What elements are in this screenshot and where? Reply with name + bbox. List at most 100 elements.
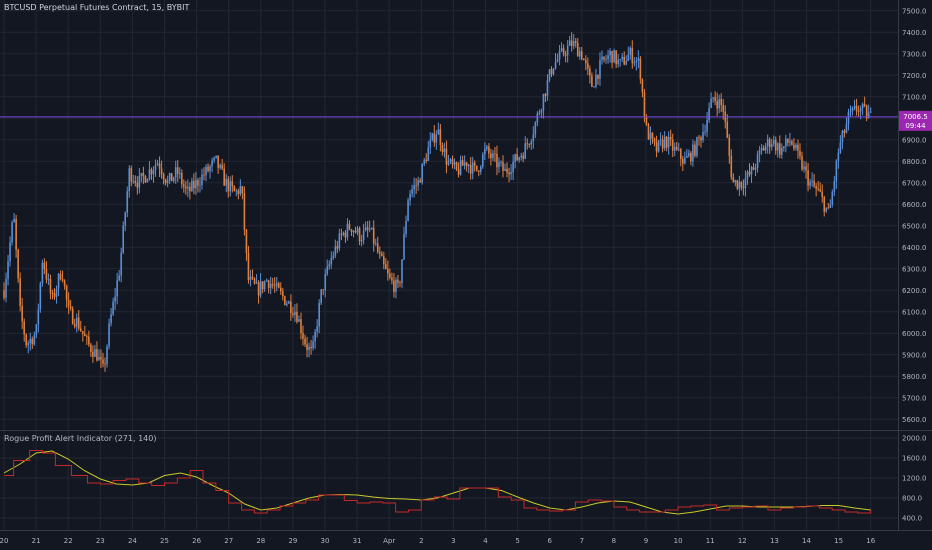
candle-body (843, 130, 846, 133)
candle-body (799, 150, 801, 157)
candle-body (508, 172, 510, 175)
candle-body (3, 290, 5, 298)
candle-body (627, 54, 630, 62)
candle-body (488, 146, 490, 154)
candle-body (625, 61, 628, 65)
candle-body (116, 280, 118, 297)
candle-body (207, 166, 209, 171)
candle-body (706, 119, 708, 132)
candle-body (142, 172, 145, 177)
candle-body (528, 144, 531, 145)
candle-body (306, 344, 308, 350)
price-tick-label: 6900.0 (902, 136, 927, 144)
time-tick-label: 15 (834, 537, 843, 545)
candle-body (576, 42, 579, 57)
time-tick-label: 22 (64, 537, 73, 545)
candle-body (663, 136, 666, 149)
candle-body (120, 252, 122, 276)
candle-body (346, 223, 349, 238)
candle-body (21, 305, 23, 322)
candle-body (104, 363, 106, 365)
candle-body (227, 178, 230, 192)
time-tick-label: 10 (674, 537, 683, 545)
candle-body (286, 303, 288, 305)
candle-body (526, 143, 529, 145)
candle-body (328, 264, 331, 267)
indicator-tick-label: 800.0 (902, 495, 922, 503)
candle-body (27, 343, 30, 346)
candle-body (783, 146, 785, 148)
candle-body (96, 349, 98, 361)
candle-body (403, 233, 405, 260)
candle-body (164, 179, 167, 184)
candle-body (439, 129, 442, 145)
time-tick-label: 12 (738, 537, 747, 545)
indicator-series-line (4, 450, 872, 514)
candle-body (702, 132, 704, 141)
candle-body (108, 323, 110, 347)
candle-body (504, 168, 506, 171)
candle-body (100, 356, 102, 360)
candle-body (496, 153, 498, 168)
candle-body (75, 317, 78, 327)
candle-body (793, 144, 795, 149)
candle-body (684, 157, 686, 164)
candle-body (154, 165, 157, 171)
candle-body (510, 172, 512, 175)
candle-body (132, 181, 135, 182)
candle-body (718, 99, 720, 109)
candle-body (7, 261, 9, 279)
candle-body (740, 181, 743, 188)
candle-body (5, 278, 7, 298)
candle-body (211, 160, 213, 167)
candle-body (332, 255, 335, 258)
candle-body (785, 138, 787, 147)
candle-body (857, 111, 860, 112)
candle-body (803, 166, 805, 170)
candle-body (688, 152, 690, 157)
time-tick-label: 26 (192, 537, 201, 545)
candle-body (762, 147, 765, 151)
candle-body (615, 50, 617, 65)
time-tick-label: 5 (515, 537, 519, 545)
candle-body (599, 59, 601, 79)
candle-body (471, 162, 474, 174)
candle-body (572, 41, 575, 46)
candle-body (766, 139, 769, 147)
candle-body (203, 174, 205, 176)
candle-body (393, 280, 395, 292)
candle-body (473, 162, 476, 166)
candle-body (144, 176, 147, 183)
candle-body (778, 143, 781, 155)
candle-body (249, 276, 252, 281)
candle-body (399, 282, 401, 284)
candle-body (180, 172, 183, 185)
candle-body (552, 68, 555, 75)
candle-body (465, 162, 468, 167)
candle-body (653, 138, 656, 143)
candle-body (649, 132, 652, 140)
candle-body (492, 153, 494, 158)
candle-body (267, 280, 270, 288)
candle-body (512, 161, 514, 173)
candle-body (368, 229, 371, 230)
candle-body (833, 181, 836, 192)
candle-body (340, 233, 343, 235)
candle-body (324, 274, 327, 291)
candle-body (417, 180, 419, 186)
candle-body (156, 163, 159, 166)
candle-body (869, 111, 872, 113)
candle-body (853, 105, 856, 108)
time-tick-label: 31 (353, 537, 362, 545)
candle-body (172, 177, 175, 182)
candle-body (314, 331, 316, 342)
candle-body (457, 169, 460, 175)
candle-body (613, 50, 615, 63)
candle-body (841, 130, 844, 143)
time-tick-label: 9 (644, 537, 648, 545)
candle-body (39, 283, 42, 310)
candle-body (522, 155, 525, 159)
candle-body (411, 189, 413, 194)
